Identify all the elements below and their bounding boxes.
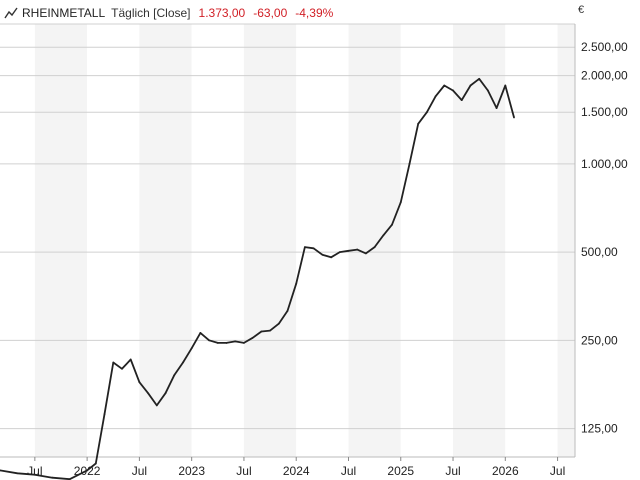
data-point: [356, 248, 359, 251]
data-point: [513, 116, 515, 119]
data-point: [243, 342, 245, 344]
legend-symbol: RHEINMETALL: [22, 6, 106, 20]
time-band: [0, 24, 35, 457]
y-tick-label: 1.000,00: [581, 157, 628, 171]
data-point: [112, 361, 115, 364]
legend-change-percent: -4,39%: [295, 6, 334, 20]
data-point: [399, 201, 402, 204]
data-point: [443, 84, 446, 87]
data-point: [234, 340, 237, 343]
x-tick-label: Jul: [341, 464, 356, 478]
data-point: [164, 392, 167, 395]
currency-label: €: [578, 4, 585, 16]
data-point: [16, 472, 19, 475]
time-band: [453, 24, 506, 457]
time-band: [191, 24, 244, 457]
data-point: [173, 374, 176, 377]
x-tick-label: Jul: [445, 464, 460, 478]
data-point: [295, 282, 298, 285]
data-point: [147, 392, 150, 395]
y-tick-label: 2.000,00: [581, 69, 628, 83]
data-point: [94, 462, 97, 465]
data-point: [33, 473, 36, 476]
x-tick-label: 2026: [492, 464, 519, 478]
line-chart-icon: [4, 7, 18, 19]
data-point: [321, 253, 324, 256]
data-point: [199, 332, 202, 334]
data-point: [452, 89, 454, 92]
legend-close-value: 1.373,00: [198, 6, 246, 20]
time-band: [348, 24, 401, 457]
data-point: [495, 107, 498, 109]
data-point: [0, 469, 1, 472]
data-point: [478, 77, 481, 80]
data-point: [190, 347, 193, 350]
time-band: [34, 24, 88, 457]
time-band: [505, 24, 558, 457]
data-point: [121, 367, 123, 370]
data-point: [277, 322, 280, 325]
data-point: [417, 122, 420, 125]
data-point: [338, 251, 341, 254]
time-band: [296, 24, 349, 457]
time-band: [87, 24, 140, 457]
data-point: [425, 111, 428, 114]
data-point: [103, 413, 106, 416]
time-band: [557, 24, 575, 457]
data-point: [312, 247, 315, 250]
data-point: [286, 310, 289, 312]
y-tick-label: 125,00: [581, 422, 618, 436]
data-point: [486, 89, 489, 92]
data-point: [408, 162, 411, 165]
data-point: [382, 234, 385, 237]
data-point: [460, 99, 463, 102]
data-point: [208, 339, 210, 342]
time-band: [243, 24, 297, 457]
y-tick-label: 250,00: [581, 333, 618, 347]
data-point: [304, 246, 306, 249]
data-point: [434, 95, 437, 98]
data-point: [251, 336, 254, 339]
x-tick-label: Jul: [132, 464, 147, 478]
data-point: [260, 330, 263, 333]
data-point: [347, 249, 350, 252]
x-tick-label: 2023: [178, 464, 205, 478]
chart-legend: RHEINMETALL Täglich [Close] 1.373,00 -63…: [4, 4, 348, 22]
data-point: [330, 256, 332, 259]
data-point: [138, 381, 141, 384]
x-tick-label: Jul: [236, 464, 251, 478]
data-point: [216, 342, 219, 344]
y-tick-label: 2.500,00: [581, 40, 628, 54]
data-point: [129, 358, 132, 361]
data-point: [225, 342, 228, 344]
data-point: [391, 223, 393, 226]
x-tick-label: 2025: [387, 464, 414, 478]
y-tick-label: 500,00: [581, 245, 618, 259]
data-point: [269, 329, 271, 332]
legend-change-absolute: -63,00: [253, 6, 288, 20]
data-point: [155, 404, 158, 407]
data-point: [51, 476, 54, 479]
y-tick-label: 1.500,00: [581, 105, 628, 119]
data-point: [469, 84, 472, 87]
time-band: [139, 24, 192, 457]
data-point: [504, 84, 507, 87]
data-point: [86, 469, 89, 472]
time-band: [400, 24, 454, 457]
data-point: [182, 361, 184, 364]
data-point: [373, 246, 376, 249]
x-tick-label: 2024: [283, 464, 310, 478]
x-tick-label: Jul: [550, 464, 565, 478]
data-point: [365, 252, 367, 255]
legend-period: Täglich [Close]: [111, 6, 191, 20]
